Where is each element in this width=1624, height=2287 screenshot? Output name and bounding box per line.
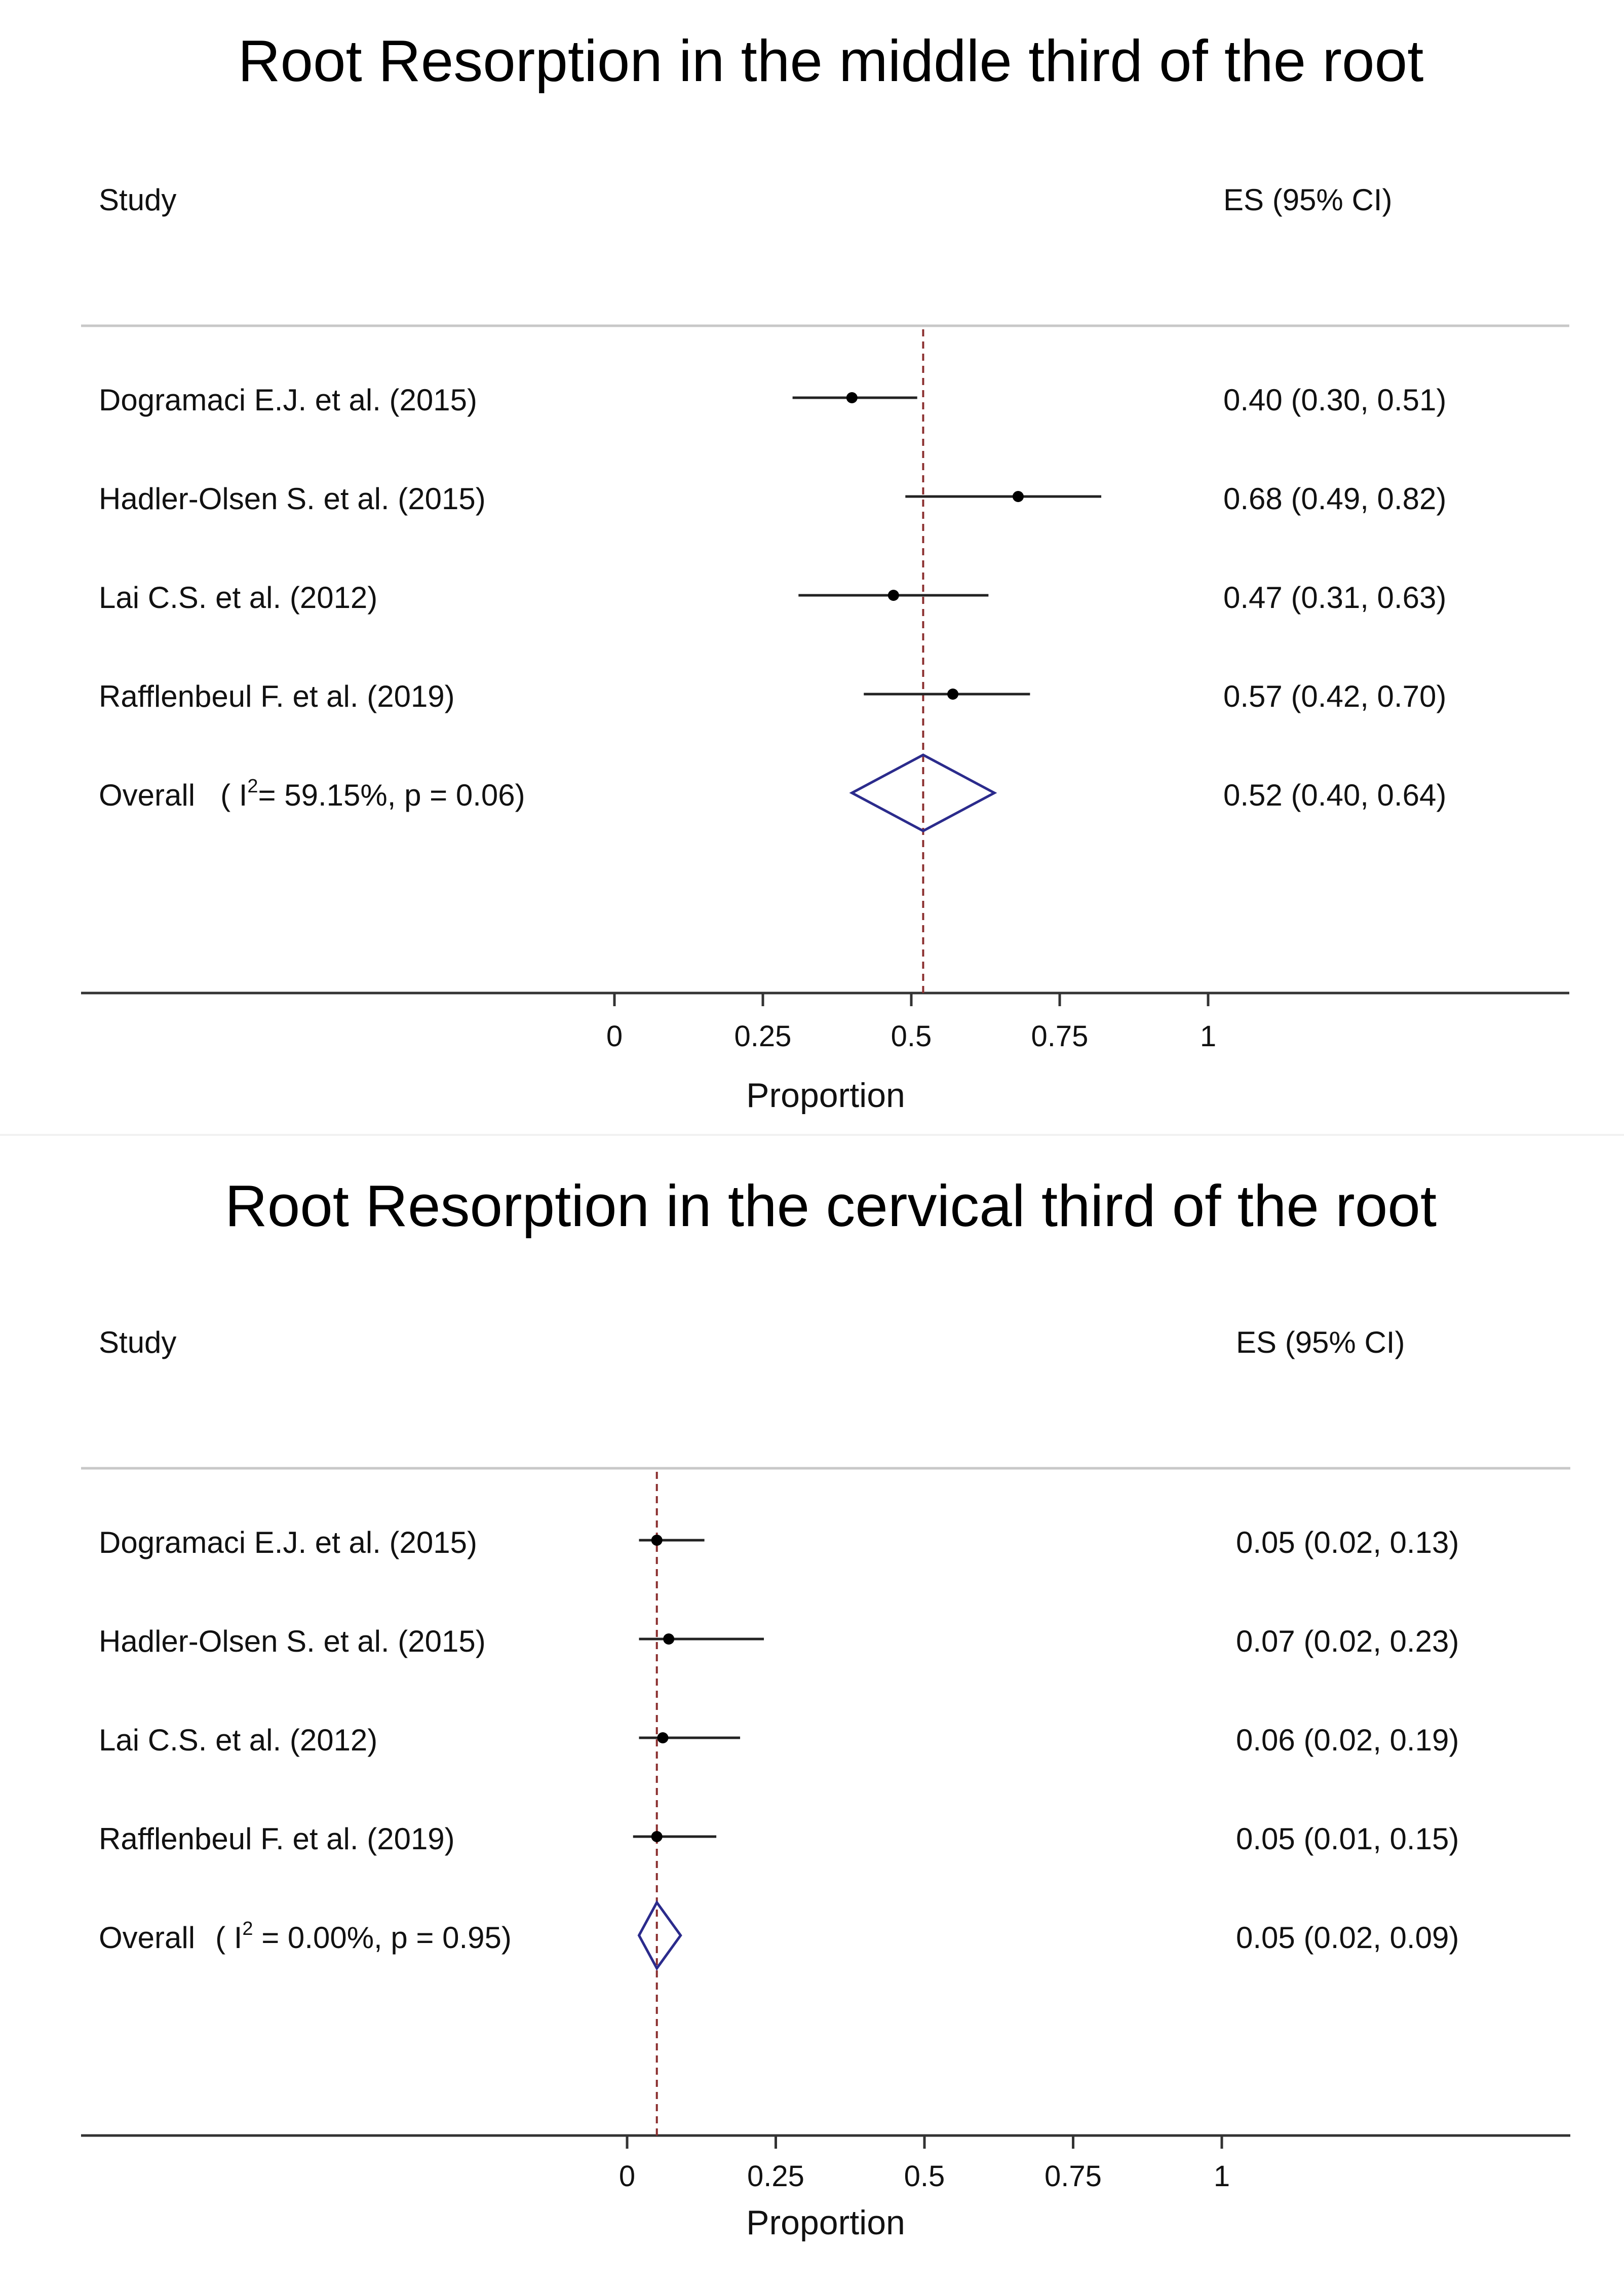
overall-label: Overall ( I2 = 0.00%, p = 0.95) (99, 1918, 512, 1955)
study-label: Dogramaci E.J. et al. (2015) (99, 383, 477, 417)
point-estimate (657, 1732, 669, 1743)
es-column-header: ES (95% CI) (1223, 183, 1392, 217)
point-estimate (651, 1535, 663, 1546)
overall-name: Overall (99, 778, 195, 812)
x-tick-label: 0 (606, 1020, 623, 1053)
overall-diamond (849, 753, 997, 832)
x-tick-label: 0.5 (891, 1020, 932, 1053)
study-label: Rafflenbeul F. et al. (2019) (99, 1822, 455, 1856)
overall-stat-prefix: ( I (220, 778, 247, 812)
x-tick-label: 0 (619, 2160, 635, 2193)
x-tick-label: 1 (1214, 2160, 1230, 2193)
study-label: Lai C.S. et al. (2012) (99, 1723, 377, 1757)
x-tick-label: 0.5 (904, 2160, 945, 2193)
es-label: 0.05 (0.02, 0.13) (1236, 1526, 1459, 1559)
study-label: Lai C.S. et al. (2012) (99, 581, 377, 615)
study-label: Hadler-Olsen S. et al. (2015) (99, 482, 486, 516)
es-label: 0.40 (0.30, 0.51) (1223, 383, 1446, 417)
chart-title: Root Resorption in the middle third of t… (238, 28, 1424, 94)
study-label: Rafflenbeul F. et al. (2019) (99, 679, 455, 713)
forest-panel-cervical-third: Root Resorption in the cervical third of… (81, 1173, 1570, 2242)
overall-diamond (637, 1900, 682, 1971)
x-axis-label: Proportion (746, 2203, 905, 2242)
es-label: 0.68 (0.49, 0.82) (1223, 482, 1446, 516)
overall-label: Overall ( I2= 59.15%, p = 0.06) (99, 776, 525, 812)
overall-stat-superscript: 2 (242, 1918, 253, 1939)
study-column-header: Study (99, 183, 176, 217)
x-tick-label: 0.75 (1045, 2160, 1102, 2193)
overall-stat-suffix: = 0.00%, p = 0.95) (253, 1921, 512, 1955)
es-column-header: ES (95% CI) (1236, 1325, 1405, 1359)
point-estimate (846, 392, 858, 403)
overall-stat-superscript: 2 (247, 776, 258, 797)
point-estimate (887, 590, 899, 601)
study-label: Hadler-Olsen S. et al. (2015) (99, 1624, 486, 1658)
es-label: 0.47 (0.31, 0.63) (1223, 581, 1446, 615)
point-estimate (1012, 491, 1024, 502)
overall-stat-prefix: ( I (215, 1921, 242, 1955)
point-estimate (663, 1633, 675, 1645)
overall-name: Overall (99, 1921, 195, 1955)
study-label: Dogramaci E.J. et al. (2015) (99, 1526, 477, 1559)
es-label: 0.06 (0.02, 0.19) (1236, 1723, 1459, 1757)
x-axis-label: Proportion (746, 1076, 905, 1115)
chart-title: Root Resorption in the cervical third of… (225, 1173, 1437, 1239)
es-label: 0.57 (0.42, 0.70) (1223, 679, 1446, 713)
point-estimate (651, 1831, 663, 1842)
forest-panel-middle-third: Root Resorption in the middle third of t… (81, 28, 1569, 1115)
x-tick-label: 0.25 (734, 1020, 792, 1053)
x-tick-label: 0.25 (747, 2160, 804, 2193)
point-estimate (947, 689, 959, 700)
overall-stat-suffix: = 59.15%, p = 0.06) (258, 778, 525, 812)
overall-es-label: 0.05 (0.02, 0.09) (1236, 1921, 1459, 1955)
study-column-header: Study (99, 1325, 176, 1359)
es-label: 0.05 (0.01, 0.15) (1236, 1822, 1459, 1856)
overall-es-label: 0.52 (0.40, 0.64) (1223, 778, 1446, 812)
x-tick-label: 0.75 (1031, 1020, 1089, 1053)
es-label: 0.07 (0.02, 0.23) (1236, 1624, 1459, 1658)
x-tick-label: 1 (1200, 1020, 1216, 1053)
